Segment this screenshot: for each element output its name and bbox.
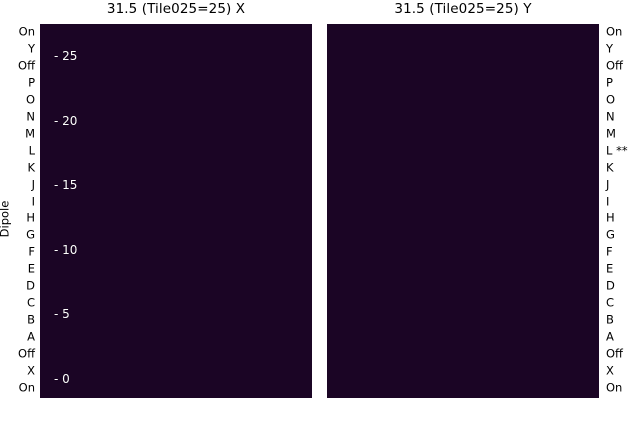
category-tick: Off [606,58,623,73]
category-tick: F [28,244,35,259]
category-tick: L ** [606,142,628,157]
inner-y-tick-label: - 15 [54,178,78,193]
category-tick: N [606,109,615,123]
inner-y-tick-label: - 0 [54,371,70,386]
category-tick: I [606,193,610,208]
category-tick: M [606,125,616,140]
category-tick: Y [27,41,35,56]
category-tick: On [18,24,35,39]
category-tick: G [26,227,35,242]
inner-y-tick-label: - 5 [54,307,70,322]
left-category-axis: On Y Off P O N M L K J I H G F E D C B A Off X On [0,24,38,398]
category-tick: N [26,109,35,123]
category-tick: E [606,261,614,276]
category-tick: P [606,75,613,90]
category-tick: G [606,227,615,242]
category-tick: H [606,210,615,225]
category-tick: A [606,329,614,344]
category-tick: Off [606,346,623,361]
category-tick: K [606,159,614,174]
x-axis-right [327,398,599,432]
category-tick: F [606,244,613,259]
category-tick: Off [18,58,35,73]
inner-y-tick-label: - 10 [54,242,78,257]
category-tick: O [25,92,35,107]
panel-title-x: 31.5 (Tile025=25) X [106,1,246,17]
category-tick: J [606,176,610,191]
category-tick: On [18,380,35,395]
inner-y-tick-label: - 20 [54,113,78,128]
category-tick: On [606,380,623,395]
category-tick: Off [18,346,35,361]
panel-title-y: 31.5 (Tile025=25) Y [394,1,532,17]
category-tick: D [26,278,35,293]
category-tick: X [606,363,614,378]
category-tick: D [606,278,615,293]
x-axis-left [40,398,312,432]
inner-y-tick-label: - 25 [54,49,78,64]
category-tick: C [606,295,615,310]
category-tick: B [27,312,35,327]
category-tick: E [27,261,35,276]
category-tick: J [31,176,35,191]
right-category-axis: On Y Off P O N M L ** K J I H G F E D C B A Off X On [602,24,640,398]
spectrum-trace-y [327,24,599,398]
category-tick: X [27,363,35,378]
category-tick: Y [606,41,614,56]
category-tick: C [26,295,35,310]
heatmap-panel-x[interactable]: - 0 - 5 - 10 - 15 - 20 - 25 [40,24,312,398]
category-tick: On [606,24,623,39]
category-tick: K [27,159,35,174]
category-tick: A [27,329,35,344]
category-tick: M [25,125,35,140]
category-tick: P [28,75,35,90]
category-tick: B [606,312,614,327]
heatmap-panel-y[interactable] [327,24,599,398]
category-tick: H [26,210,35,225]
spectrum-trace-x [40,24,312,398]
category-tick: O [606,92,616,107]
category-tick: L [28,142,35,157]
category-tick: I [31,193,35,208]
